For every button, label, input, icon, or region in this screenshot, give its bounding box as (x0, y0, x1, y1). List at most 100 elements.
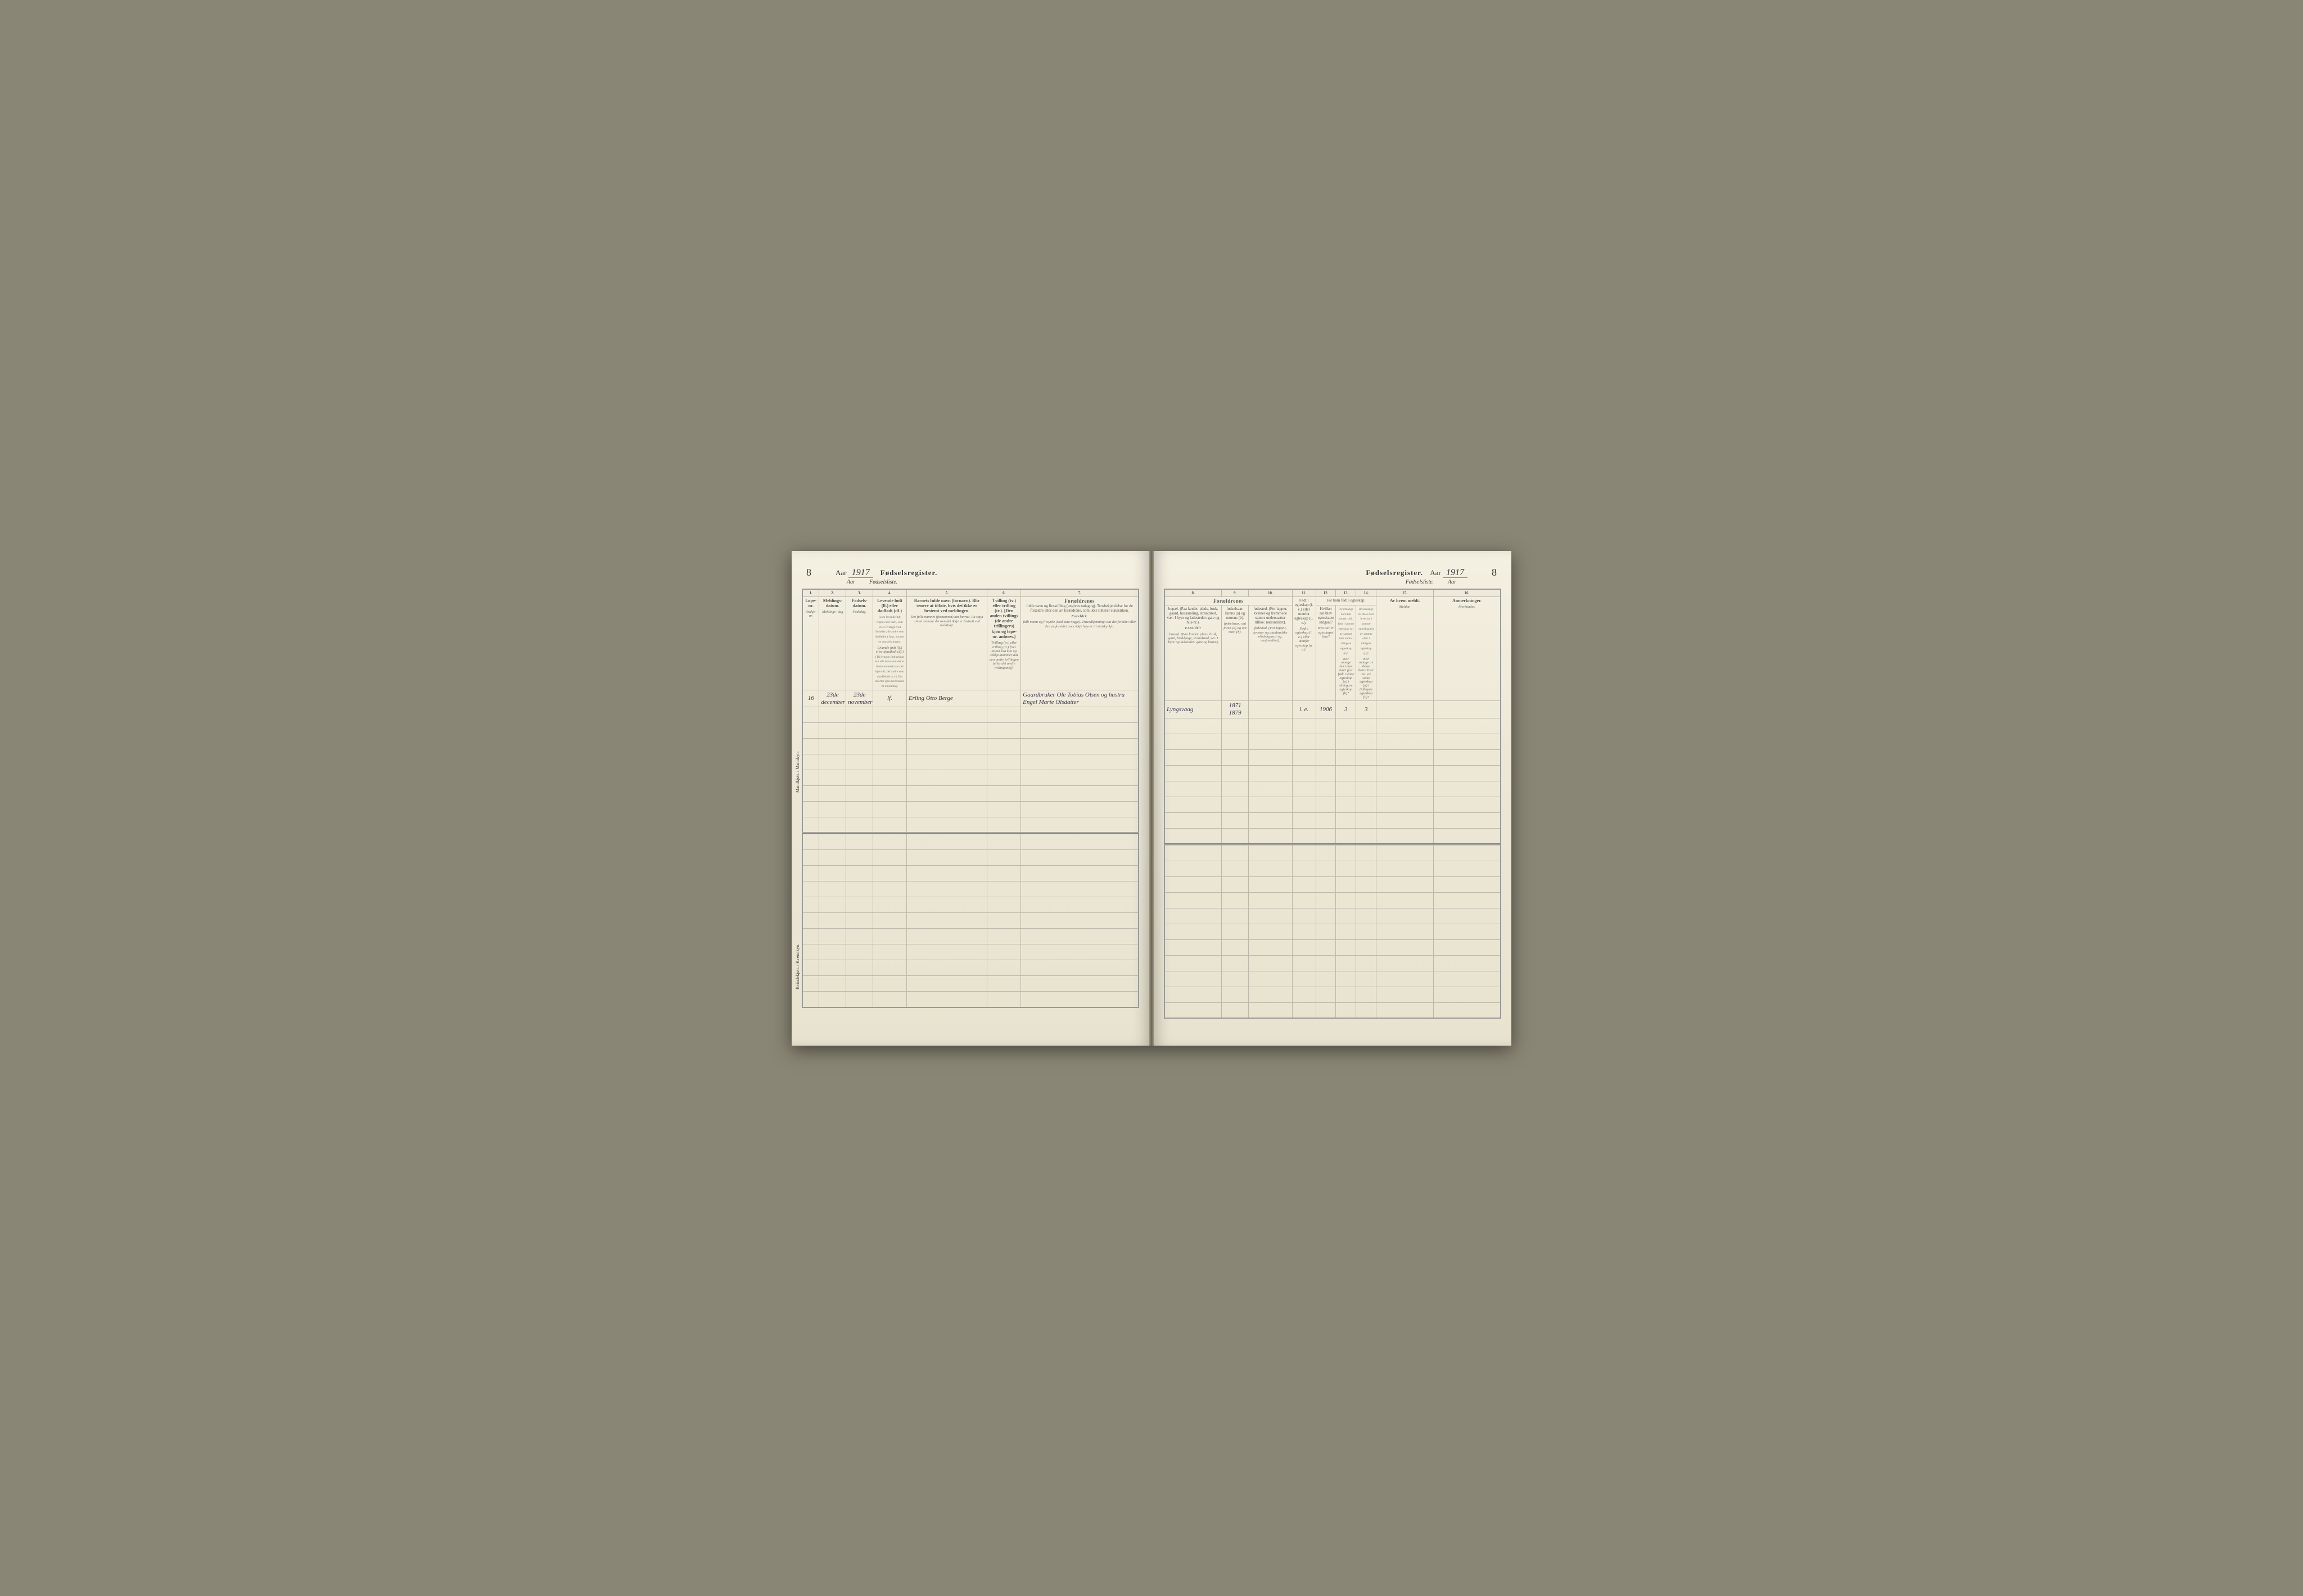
empty-cell (1248, 781, 1292, 797)
head-c14-sub: Kor mange av desse borni liver no: av sa… (1358, 658, 1374, 700)
empty-cell (819, 802, 846, 817)
empty-cell (846, 881, 873, 897)
empty-cell (1292, 908, 1316, 924)
colnum-10: 10. (1248, 589, 1292, 597)
entry-fodsel: 23de november (846, 690, 873, 707)
empty-cell (1336, 765, 1356, 781)
empty-cell (1248, 971, 1292, 987)
empty-cell (802, 881, 819, 897)
empty-cell (1021, 944, 1139, 960)
empty-cell (1021, 992, 1139, 1007)
entry-barn-a: 3 (1336, 701, 1356, 718)
empty-cell (1292, 718, 1316, 734)
empty-cell (819, 834, 846, 850)
empty-cell (987, 723, 1021, 739)
empty-cell (906, 739, 987, 754)
empty-cell (1336, 876, 1356, 892)
empty-cell (1356, 924, 1376, 939)
empty-row (802, 866, 1139, 881)
empty-cell (1164, 845, 1222, 861)
empty-cell (1336, 955, 1356, 971)
empty-cell (802, 802, 819, 817)
empty-cell (1316, 971, 1336, 987)
empty-cell (873, 770, 907, 786)
empty-cell (1292, 749, 1316, 765)
head-c10-sub: fødestad. (For lappar, kvænar og utanlan… (1250, 626, 1290, 643)
empty-cell (1164, 734, 1222, 749)
colnum-3: 3. (846, 589, 873, 597)
empty-cell (1222, 1002, 1249, 1018)
empty-cell (1222, 876, 1249, 892)
empty-cell (1433, 845, 1501, 861)
empty-cell (1376, 892, 1434, 908)
head-c16-main: Anmerkninger. (1435, 598, 1498, 603)
colnum-14: 14. (1356, 589, 1376, 597)
empty-cell (1164, 718, 1222, 734)
empty-row (1164, 749, 1501, 765)
empty-cell (1316, 924, 1336, 939)
empty-cell (906, 881, 987, 897)
empty-cell (1433, 939, 1501, 955)
head-c3: Fødsels- datum. Fødedag. (846, 596, 873, 690)
empty-cell (1336, 845, 1356, 861)
empty-row (1164, 971, 1501, 987)
empty-row (1164, 987, 1501, 1002)
empty-cell (987, 834, 1021, 850)
empty-cell (846, 897, 873, 913)
empty-cell (1248, 861, 1292, 876)
empty-cell (1376, 908, 1434, 924)
empty-cell (1292, 971, 1316, 987)
empty-cell (1292, 828, 1316, 844)
empty-cell (873, 817, 907, 833)
head-c8: bopæl. (Paa landet: plads, bruk, gaard, … (1164, 605, 1222, 701)
empty-cell (1292, 812, 1316, 828)
empty-cell (846, 944, 873, 960)
colnum-13: 13. (1336, 589, 1356, 597)
empty-cell (987, 817, 1021, 833)
head-c3-main: Fødsels- datum. (848, 598, 871, 608)
colnum-16: 16. (1433, 589, 1501, 597)
colnum-5: 5. (906, 589, 987, 597)
empty-row (802, 786, 1139, 802)
empty-cell (1292, 845, 1316, 861)
entry-aar: 1871 1879 (1222, 701, 1249, 718)
page-number-left: 8 (806, 567, 811, 578)
empty-cell (1336, 908, 1356, 924)
empty-cell (987, 992, 1021, 1007)
empty-row (1164, 955, 1501, 971)
empty-cell (1021, 707, 1139, 723)
empty-cell (1433, 797, 1501, 812)
empty-cell (873, 913, 907, 929)
empty-cell (1433, 734, 1501, 749)
empty-cell (802, 786, 819, 802)
empty-cell (1248, 1002, 1292, 1018)
empty-cell (819, 897, 846, 913)
colnum-row-left: 1. 2. 3. 4. 5. 6. 7. (802, 589, 1139, 597)
ledger-right: 8. 9. 10. 11. 12. 13. 14. 15. 16. Foræld… (1164, 589, 1501, 1019)
empty-cell (1356, 734, 1376, 749)
empty-cell (1356, 1002, 1376, 1018)
empty-cell (846, 770, 873, 786)
page-subheader-left: Aar Fødselsliste. (802, 579, 1139, 585)
empty-cell (1248, 876, 1292, 892)
empty-cell (1376, 828, 1434, 844)
empty-cell (1021, 802, 1139, 817)
empty-cell (819, 754, 846, 770)
entry-aar-a: 1871 (1229, 702, 1241, 709)
empty-cell (1164, 939, 1222, 955)
empty-cell (873, 723, 907, 739)
empty-cell (906, 802, 987, 817)
empty-row (1164, 797, 1501, 812)
empty-cell (1433, 861, 1501, 876)
empty-row (802, 881, 1139, 897)
empty-cell (1021, 913, 1139, 929)
empty-cell (906, 944, 987, 960)
entry-tvilling (987, 690, 1021, 707)
empty-cell (1433, 908, 1501, 924)
entry-row-left: 16 23de december 23de november lf. Erlin… (802, 690, 1139, 707)
colnum-row-right: 8. 9. 10. 11. 12. 13. 14. 15. 16. (1164, 589, 1501, 597)
empty-cell (1433, 765, 1501, 781)
head-c9: fødselsaar: farens (a) og morens (b). fø… (1222, 605, 1249, 701)
empty-row (802, 834, 1139, 850)
empty-cell (873, 992, 907, 1007)
